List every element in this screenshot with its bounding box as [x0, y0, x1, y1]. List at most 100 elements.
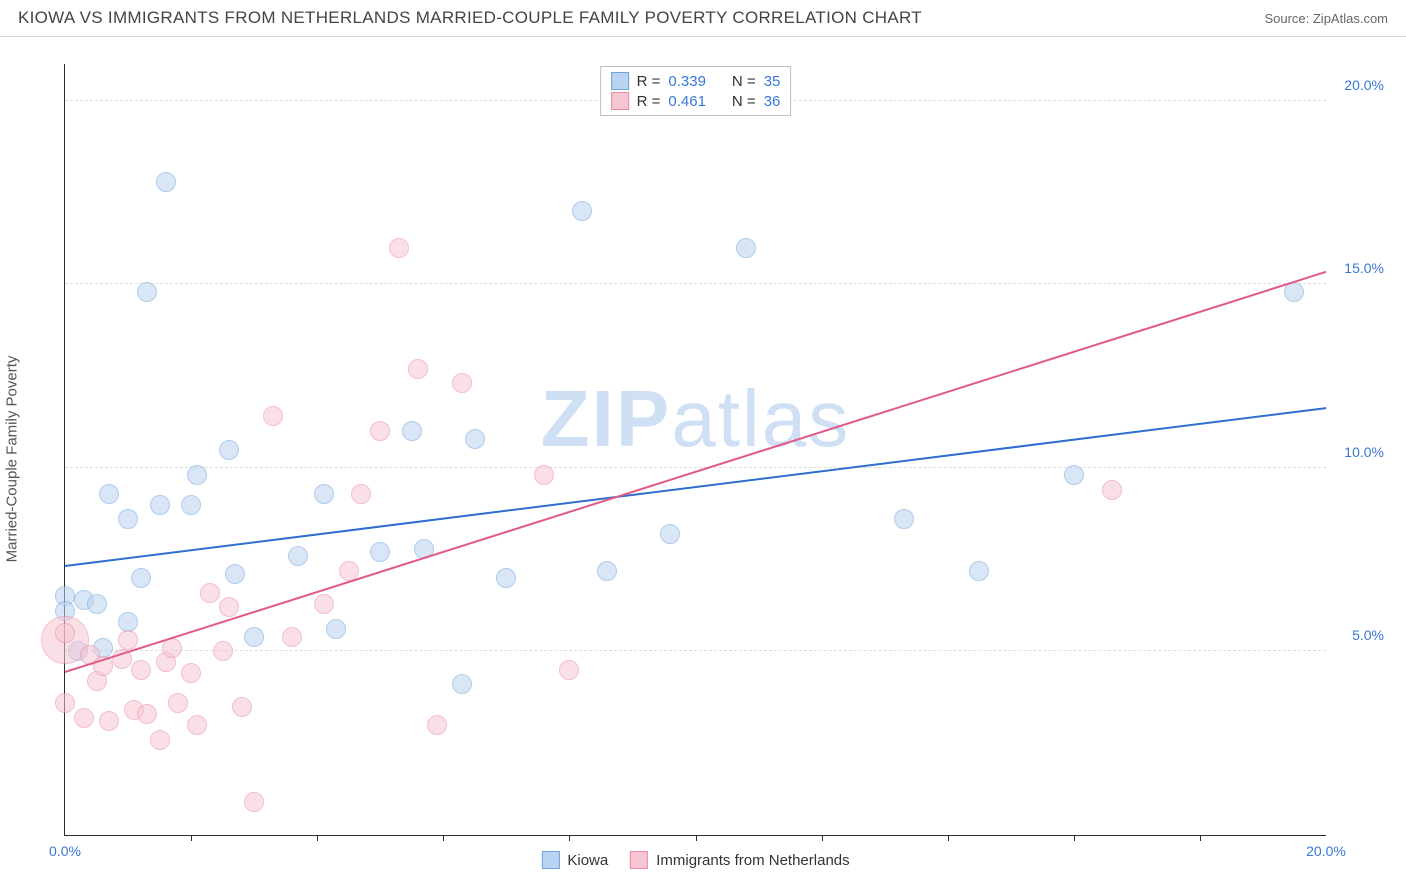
data-point [131, 660, 151, 680]
legend-item: Immigrants from Netherlands [630, 851, 849, 869]
data-point [282, 627, 302, 647]
plot-area: ZIPatlas R =0.339N =35R =0.461N =36 Kiow… [64, 64, 1326, 836]
data-point [572, 201, 592, 221]
gridline [65, 467, 1326, 468]
chart-title: KIOWA VS IMMIGRANTS FROM NETHERLANDS MAR… [18, 8, 922, 28]
legend-series: Kiowa Immigrants from Netherlands [541, 851, 849, 869]
data-point [288, 546, 308, 566]
data-point [200, 583, 220, 603]
data-point [181, 495, 201, 515]
x-minor-tick [822, 835, 823, 841]
data-point [314, 594, 334, 614]
x-tick-label: 20.0% [1306, 843, 1346, 859]
data-point [660, 524, 680, 544]
data-point [969, 561, 989, 581]
chart-header: KIOWA VS IMMIGRANTS FROM NETHERLANDS MAR… [0, 0, 1406, 37]
data-point [244, 792, 264, 812]
legend-swatch [541, 851, 559, 869]
data-point [168, 693, 188, 713]
data-point [118, 509, 138, 529]
x-minor-tick [443, 835, 444, 841]
data-point [736, 238, 756, 258]
gridline [65, 283, 1326, 284]
watermark-zip: ZIP [541, 374, 671, 463]
data-point [137, 282, 157, 302]
data-point [894, 509, 914, 529]
y-tick-label: 20.0% [1332, 77, 1384, 93]
data-point [187, 715, 207, 735]
trend-line [65, 407, 1326, 567]
data-point [452, 674, 472, 694]
data-point [351, 484, 371, 504]
x-minor-tick [191, 835, 192, 841]
legend-n-label: N = [732, 73, 756, 90]
data-point [534, 465, 554, 485]
data-point [370, 421, 390, 441]
x-minor-tick [1200, 835, 1201, 841]
legend-row: R = 0.339 N = 35 [611, 71, 781, 91]
legend-r-value: 0.461 [668, 93, 706, 110]
data-point [181, 663, 201, 683]
legend-r-label: R = [637, 73, 661, 90]
gridline [65, 650, 1326, 651]
y-tick-label: 10.0% [1332, 444, 1384, 460]
y-axis-label: Married-Couple Family Poverty [4, 356, 21, 563]
data-point [187, 465, 207, 485]
data-point [496, 568, 516, 588]
data-point [244, 627, 264, 647]
data-point [314, 484, 334, 504]
data-point [156, 172, 176, 192]
legend-item-label: Kiowa [567, 852, 608, 869]
data-point [427, 715, 447, 735]
data-point [55, 623, 75, 643]
x-minor-tick [1074, 835, 1075, 841]
data-point [137, 704, 157, 724]
x-minor-tick [696, 835, 697, 841]
data-point [219, 440, 239, 460]
legend-n-value: 35 [764, 73, 781, 90]
data-point [263, 406, 283, 426]
data-point [55, 693, 75, 713]
legend-item: Kiowa [541, 851, 608, 869]
data-point [232, 697, 252, 717]
legend-r-label: R = [637, 93, 661, 110]
data-point [225, 564, 245, 584]
legend-swatch [630, 851, 648, 869]
data-point [213, 641, 233, 661]
data-point [150, 730, 170, 750]
data-point [559, 660, 579, 680]
data-point [118, 612, 138, 632]
legend-n-value: 36 [764, 93, 781, 110]
x-minor-tick [317, 835, 318, 841]
legend-correlation: R = 0.339 N = 35 R = 0.461 N = 36 [600, 66, 792, 116]
chart-container: Married-Couple Family Poverty ZIPatlas R… [18, 44, 1388, 874]
y-tick-label: 15.0% [1332, 260, 1384, 276]
data-point [408, 359, 428, 379]
legend-swatch [611, 72, 629, 90]
x-minor-tick [569, 835, 570, 841]
data-point [452, 373, 472, 393]
y-tick-label: 5.0% [1332, 627, 1384, 643]
data-point [370, 542, 390, 562]
legend-item-label: Immigrants from Netherlands [656, 852, 849, 869]
data-point [1102, 480, 1122, 500]
data-point [99, 711, 119, 731]
chart-source: Source: ZipAtlas.com [1264, 11, 1388, 26]
legend-swatch [611, 92, 629, 110]
legend-n-label: N = [732, 93, 756, 110]
x-minor-tick [948, 835, 949, 841]
data-point [402, 421, 422, 441]
legend-row: R = 0.461 N = 36 [611, 91, 781, 111]
legend-r-value: 0.339 [668, 73, 706, 90]
data-point [219, 597, 239, 617]
x-tick-label: 0.0% [49, 843, 81, 859]
trend-line [65, 271, 1327, 673]
data-point [99, 484, 119, 504]
data-point [131, 568, 151, 588]
data-point [87, 594, 107, 614]
data-point [597, 561, 617, 581]
data-point [389, 238, 409, 258]
data-point [465, 429, 485, 449]
data-point [326, 619, 346, 639]
watermark: ZIPatlas [541, 373, 850, 465]
